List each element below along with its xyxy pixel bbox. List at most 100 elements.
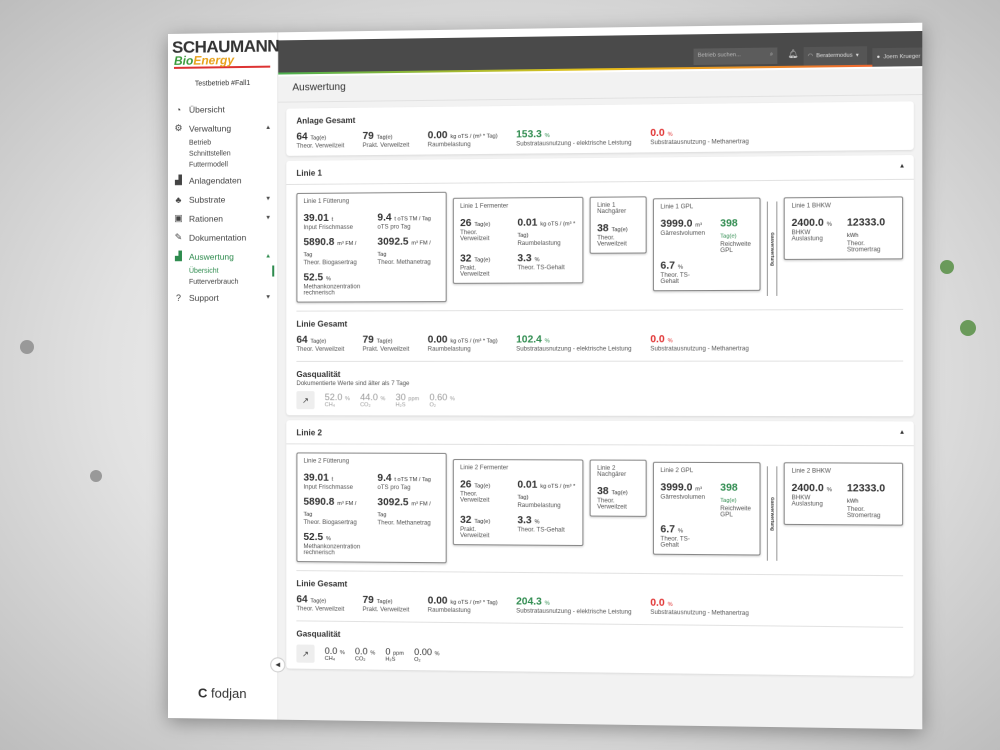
decor-node	[960, 320, 976, 336]
open-external-button[interactable]: ↗	[296, 644, 315, 663]
kpi: 79 Tag(e) Prakt. Verweilzeit	[362, 130, 410, 150]
search-input[interactable]: Betrieb suchen... ⌕	[693, 47, 778, 66]
fodjan-logo: C fodjan	[197, 685, 247, 702]
edit-icon: ✎	[174, 231, 183, 242]
fuetterung-box: Linie 1 Fütterung 39.01 t Input Frischmass…	[296, 191, 447, 303]
kpi: 2400.0 % BHKW Auslastung	[791, 482, 832, 508]
sidebar-item[interactable]: ✎ Dokumentation	[174, 231, 247, 243]
kpi: 0.01 kg oTS / (m³ * Tag) Raumbelastung	[517, 479, 576, 510]
bhkw-box: Linie 1 BHKW 2400.0 % BHKW Auslastung 12333…	[784, 196, 904, 260]
chart-icon: ▟	[175, 174, 182, 185]
gas-note: Dokumentierte Werte sind älter als 7 Tag…	[296, 381, 410, 388]
fermenter-box: Linie 2 Fermenter 26 Tag(e) Theor. Verweil…	[452, 459, 584, 547]
anlage-gesamt-card: Anlage Gesamt 64 Tag(e) Theor. Verweilzei…	[286, 101, 914, 156]
collapse-sidebar-button[interactable]: ◀	[270, 657, 286, 673]
kpi: 3092.5 m³ FM / Tag Theor. Methanetrag	[377, 236, 431, 267]
gas-value: 0 ppm H₂S	[385, 646, 404, 663]
kpi: 2400.0 % BHKW Auslastung	[791, 217, 832, 243]
section-title: Linie 1	[296, 168, 322, 178]
kpi: 39.01 t Input Frischmasse	[303, 472, 354, 491]
linie-card: ▲ Linie 2 Linie 2 Fütterung 39.01 t Input …	[286, 420, 914, 677]
kpi: 6.7 % Theor. TS-Gehalt	[660, 524, 690, 549]
kpi: 39.01 t Input Frischmasse	[303, 212, 354, 232]
chart-icon: ▟	[175, 250, 182, 261]
chevron-icon: ▼	[265, 294, 272, 301]
gas-value: 0.00 % O₂	[414, 646, 440, 664]
gasqualitaet: Gasqualität ↗ 0.0 % CH₄ 0.0 % CO₂ 0 ppm H₂S 0.…	[296, 629, 440, 664]
gas-value: 0.0 % CO₂	[354, 646, 376, 663]
kpi: 3.3 % Theor. TS-Gehalt	[517, 515, 565, 534]
kpi: 38 Tag(e) Theor. Verweilzeit	[597, 486, 628, 511]
gpl-box: Linie 1 GPL 3999.0 m³ Gärrestvolumen 398 Ta…	[653, 197, 762, 292]
kpi: 0.0 % Substratausnutzung - Methanertrag	[650, 597, 749, 617]
nachgaerer-box: Linie 2 Nachgärer 38 Tag(e) Theor. Verweil…	[589, 459, 647, 517]
gas-value: 44.0 % CO₂	[360, 392, 386, 409]
gear-icon: ⚙	[174, 122, 183, 133]
sidebar-subitem[interactable]: Übersicht	[168, 265, 275, 277]
sidebar-item[interactable]: ▟ Auswertung ▲	[175, 250, 272, 262]
chevron-icon: ▲	[265, 252, 272, 260]
top-bar: Betrieb suchen... ⌕ 🔔︎ ◠ Beratermodus ▾ ● Jo…	[278, 30, 923, 75]
fermenter-box: Linie 1 Fermenter 26 Tag(e) Theor. Verweil…	[452, 196, 584, 284]
collapse-caret-icon[interactable]: ▲	[898, 429, 906, 436]
kpi: 0.0 % Substratausnutzung - Methanertrag	[650, 334, 749, 353]
app-window: SCHAUMANN BioEnergy Testbetrieb #Fall1 ◔…	[168, 22, 923, 730]
sidebar-item[interactable]: ▣ Rationen ▼	[174, 212, 272, 224]
bell-icon[interactable]: 🔔︎	[787, 49, 799, 59]
kpi: 3092.5 m³ FM / Tag Theor. Methanetrag	[377, 497, 431, 527]
gas-value: 0.0 % CH₄	[324, 645, 345, 663]
kpi: 398 Tag(e) Reichweite GPL	[720, 482, 752, 519]
kpi: 0.00 kg oTS / (m³ * Tag) Raumbelastung	[427, 595, 498, 615]
ration-icon: ▣	[174, 212, 183, 223]
kpi: 79 Tag(e) Prakt. Verweilzeit	[362, 334, 410, 353]
sidebar-item[interactable]: ◔ Übersicht	[175, 103, 225, 115]
kpi: 26 Tag(e) Theor. Verweilzeit	[460, 217, 491, 243]
kpi: 64 Tag(e) Theor. Verweilzeit	[296, 334, 345, 353]
collapse-caret-icon[interactable]: ▲	[898, 163, 906, 170]
chevron-icon: ▼	[265, 195, 272, 202]
sidebar-item[interactable]: ? Support ▼	[175, 292, 272, 303]
chevron-icon: ▼	[265, 214, 272, 221]
sidebar-item[interactable]: ⚙ Verwaltung ▲	[174, 122, 272, 134]
sidebar-subitem[interactable]: Futterverbrauch	[188, 278, 239, 286]
kpi: 9.4 t oTS TM / Tag oTS pro Tag	[377, 212, 431, 231]
separator-label: Gasverwertung	[767, 466, 778, 561]
kpi: 52.5 % Methankonzentration rechnerisch	[303, 531, 361, 557]
search-icon: ⌕	[769, 51, 774, 58]
nachgaerer-box: Linie 1 Nachgärer 38 Tag(e) Theor. Verweil…	[589, 196, 647, 254]
kpi: 64 Tag(e) Theor. Verweilzeit	[296, 131, 345, 150]
section-title: Linie 2	[296, 428, 322, 438]
user-icon: ●	[876, 54, 881, 61]
kpi: 3999.0 m³ Gärrestvolumen	[660, 218, 706, 238]
kpi: 38 Tag(e) Theor. Verweilzeit	[597, 223, 628, 248]
kpi: 398 Tag(e) Reichweite GPL	[720, 218, 752, 255]
plant-icon: ♣	[175, 194, 182, 205]
mode-dropdown[interactable]: ◠ Beratermodus ▾	[803, 46, 868, 66]
sidebar: SCHAUMANN BioEnergy Testbetrieb #Fall1 ◔…	[168, 32, 286, 720]
chevron-icon: ▲	[265, 124, 272, 131]
kpi: 52.5 % Methankonzentration rechnerisch	[303, 272, 361, 297]
sidebar-item[interactable]: ♣ Substrate ▼	[175, 194, 272, 205]
gas-value: 30 ppm H₂S	[395, 392, 420, 409]
sidebar-nav: ◔ Übersicht ⚙ Verwaltung ▲ Betrieb Schnittstel…	[168, 99, 277, 307]
kpi: 9.4 t oTS TM / Tag oTS pro Tag	[377, 472, 431, 492]
user-menu[interactable]: ●Joern Krueger▾	[872, 47, 923, 67]
gas-value: 52.0 % CH₄	[324, 392, 350, 409]
help-icon: ?	[175, 292, 181, 303]
kpi: 64 Tag(e) Theor. Verweilzeit	[296, 594, 345, 613]
separator-label: Gasverwertung	[767, 201, 778, 296]
kpi: 0.00 kg oTS / (m³ * Tag) Raumbelastung	[427, 130, 498, 149]
gauge-icon: ◠	[807, 53, 813, 60]
section-title: Linie Gesamt	[296, 319, 348, 329]
sidebar-item[interactable]: ▟ Anlagendaten	[175, 174, 242, 186]
kpi: 102.4 % Substratausnutzung - elektrische …	[516, 334, 632, 353]
kpi: 32 Tag(e) Prakt. Verweilzeit	[460, 253, 491, 278]
open-external-button[interactable]: ↗	[296, 391, 315, 410]
decor-node	[20, 340, 34, 354]
decor-node	[940, 260, 954, 274]
kpi: 12333.0 kWh Theor. Stromertrag	[846, 217, 886, 254]
kpi: 3.3 % Theor. TS-Gehalt	[517, 253, 565, 272]
kpi: 5890.8 m³ FM / Tag Theor. Biogasertrag	[303, 236, 357, 267]
kpi: 0.00 kg oTS / (m³ * Tag) Raumbelastung	[427, 334, 498, 353]
section-title: Linie Gesamt	[296, 579, 348, 589]
